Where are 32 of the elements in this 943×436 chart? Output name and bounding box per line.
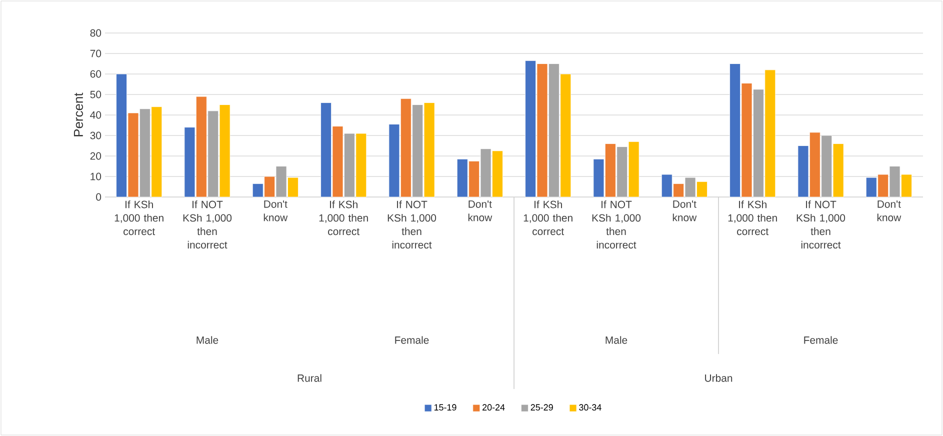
text: Urban <box>705 374 732 382</box>
y-tick-label: 0 <box>96 193 102 201</box>
y-tick-label: 20 <box>90 152 102 160</box>
y-tick-label: 60 <box>90 70 102 78</box>
x-tick-label: Don't know <box>264 200 288 222</box>
x-tick-label: Don't know <box>877 200 902 222</box>
legend-label: 25-29 <box>530 404 553 411</box>
x-tick-label: If KSh 1,000 then correct <box>114 200 164 236</box>
x-tick-label: If KSh 1,000 then correct <box>524 200 572 236</box>
y-tick-label: 80 <box>90 29 102 37</box>
y-tick-label: 40 <box>90 111 102 119</box>
x-tick-label: If KSh 1,000 then correct <box>728 200 777 236</box>
y-tick-label: 70 <box>90 50 102 58</box>
x-tick-label: If NOT KSh 1,000 then incorrect <box>592 200 641 249</box>
x-tick-label: Don't know <box>672 200 697 222</box>
legend-label: 15-19 <box>434 404 456 411</box>
text: Female <box>395 336 429 344</box>
legend-label: 30-34 <box>579 404 602 411</box>
legend-label: 20-24 <box>482 404 505 411</box>
y-tick-label: 10 <box>90 172 102 180</box>
y-axis-title: Percent <box>74 92 84 136</box>
text: Male <box>606 336 628 344</box>
text: Female <box>804 336 838 344</box>
text: Rural <box>298 374 322 382</box>
y-tick-label: 50 <box>90 90 102 98</box>
x-tick-label: If KSh 1,000 then correct <box>319 200 368 236</box>
x-tick-label: If NOT KSh 1,000 then incorrect <box>388 200 436 249</box>
x-tick-label: If NOT KSh 1,000 then incorrect <box>796 200 846 249</box>
y-tick-label: 30 <box>90 132 102 140</box>
text: Male <box>196 336 218 344</box>
x-tick-label: Don't know <box>468 200 492 222</box>
x-tick-label: If NOT KSh 1,000 then incorrect <box>183 200 232 249</box>
